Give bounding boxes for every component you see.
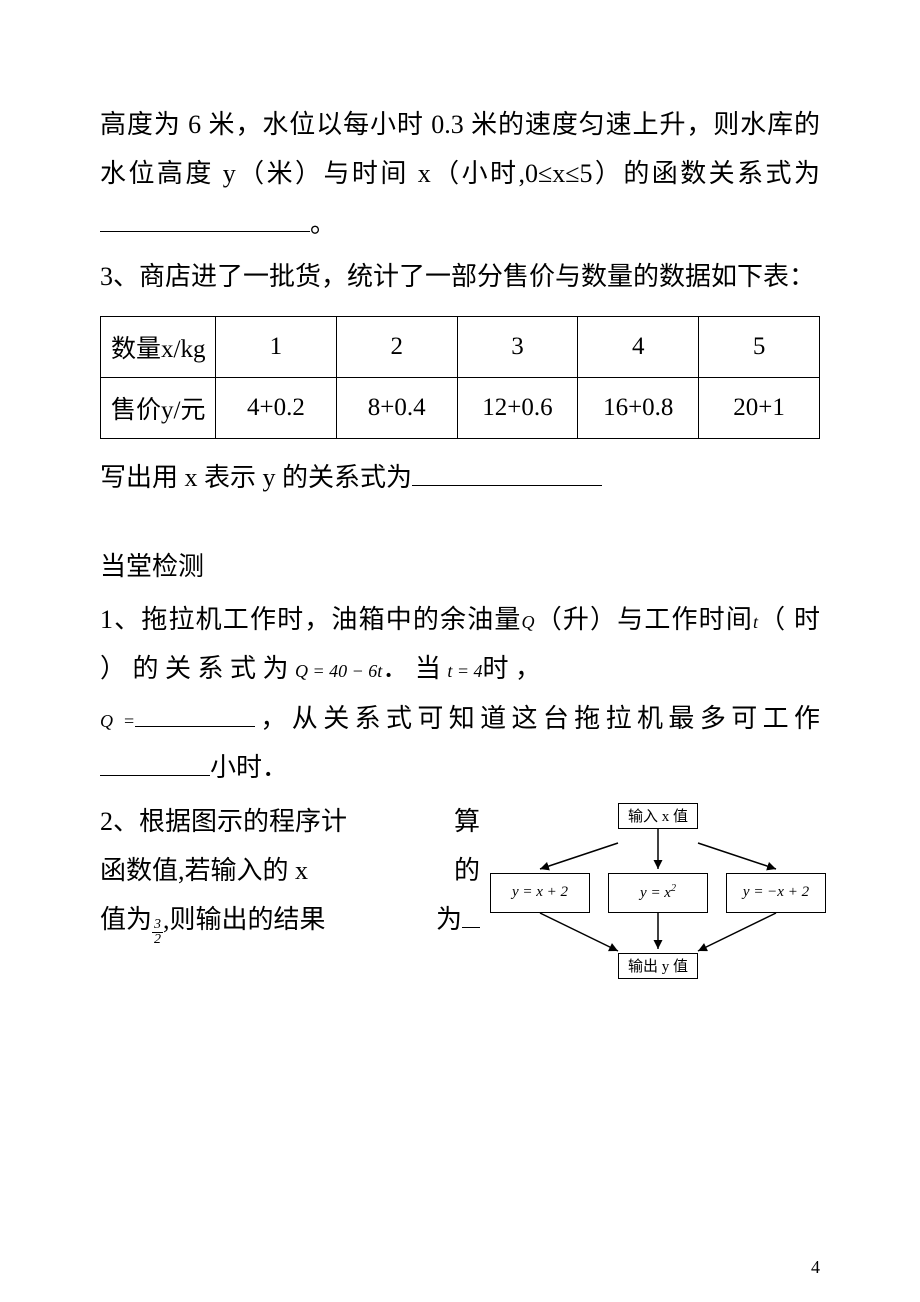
table-cell: 4+0.2 [216, 377, 337, 438]
q2-seg: ,则输出的结果 [163, 905, 326, 934]
flowchart-node-label: y = x + 2 [512, 884, 568, 901]
document-page: 高度为 6 米，水位以每小时 0.3 米的速度匀速上升，则水库的水位高度 y（米… [0, 0, 920, 1302]
paragraph-1-suffix: 。 [310, 209, 336, 238]
paragraph-3: 写出用 x 表示 y 的关系式为 [100, 453, 820, 502]
q2-seg: 为 [436, 895, 480, 944]
table-cell: 8+0.4 [336, 377, 457, 438]
flowchart-node-label: y = x2 [640, 883, 676, 902]
fill-blank [135, 700, 255, 727]
math-fraction: 32 [152, 918, 163, 947]
section-title: 当堂检测 [100, 546, 820, 583]
math-var: Q [522, 612, 535, 632]
paragraph-1: 高度为 6 米，水位以每小时 0.3 米的速度匀速上升，则水库的水位高度 y（米… [100, 100, 820, 248]
q1-seg: 1、拖拉机工作时，油箱中的余油量 [100, 605, 522, 634]
flowchart-node-input: 输入 x 值 [618, 803, 698, 829]
table-cell: 20+1 [699, 377, 820, 438]
q1-seg: 时 ， [482, 654, 541, 683]
q2-seg: 函数值,若输入的 x [100, 856, 308, 885]
table-row: 售价y/元 4+0.2 8+0.4 12+0.6 16+0.8 20+1 [101, 377, 820, 438]
table-cell: 3 [457, 316, 578, 377]
table-row-header: 售价y/元 [101, 377, 216, 438]
math-eq: t = 4 [447, 661, 482, 681]
fill-blank [100, 205, 310, 232]
math-var: Q = [100, 711, 135, 731]
fill-blank [412, 459, 602, 486]
q1-seg: 小时． [210, 753, 288, 782]
fill-blank [100, 749, 210, 776]
table-cell: 5 [699, 316, 820, 377]
paragraph-3-text: 写出用 x 表示 y 的关系式为 [100, 463, 412, 492]
q1-seg: （升）与工作时间 [535, 605, 753, 634]
question-1: 1、拖拉机工作时，油箱中的余油量Q（升）与工作时间t（ 时 ） 的 关 系 式 … [100, 595, 820, 793]
flowchart-diagram: 输入 x 值 y = x + 2 y = x2 y = −x + 2 输出 y … [490, 803, 820, 983]
table-cell: 16+0.8 [578, 377, 699, 438]
table-cell: 1 [216, 316, 337, 377]
table-cell: 12+0.6 [457, 377, 578, 438]
question-2: 输入 x 值 y = x + 2 y = x2 y = −x + 2 输出 y … [100, 797, 820, 983]
price-quantity-table: 数量x/kg 1 2 3 4 5 售价y/元 4+0.2 8+0.4 12+0.… [100, 316, 820, 439]
q2-seg: 的 [454, 846, 480, 895]
table-cell: 2 [336, 316, 457, 377]
flowchart-node-label: y = −x + 2 [743, 884, 809, 901]
table-cell: 4 [578, 316, 699, 377]
flowchart-node-branch-left: y = x + 2 [490, 873, 590, 913]
table-row: 数量x/kg 1 2 3 4 5 [101, 316, 820, 377]
q2-seg: 2、根据图示的程序计 [100, 807, 347, 836]
flowchart-node-output: 输出 y 值 [618, 953, 698, 979]
q2-seg: 值为 [100, 905, 152, 934]
q1-seg: ． 当 [382, 654, 447, 683]
table-row-header: 数量x/kg [101, 316, 216, 377]
paragraph-2: 3、商店进了一批货，统计了一部分售价与数量的数据如下表： [100, 252, 820, 301]
paragraph-1-text: 高度为 6 米，水位以每小时 0.3 米的速度匀速上升，则水库的水位高度 y（米… [100, 110, 820, 188]
fill-blank [462, 901, 480, 928]
q2-seg: 算 [454, 797, 480, 846]
flowchart-node-branch-mid: y = x2 [608, 873, 708, 913]
page-number: 4 [811, 1257, 820, 1278]
flowchart-node-label: 输入 x 值 [628, 805, 688, 826]
flowchart-node-label: 输出 y 值 [628, 955, 688, 976]
math-eq: Q = 40 − 6t [295, 661, 382, 681]
q1-seg: ，从关系式可知道这台拖拉机最多可工作 [255, 704, 820, 733]
flowchart-node-branch-right: y = −x + 2 [726, 873, 826, 913]
